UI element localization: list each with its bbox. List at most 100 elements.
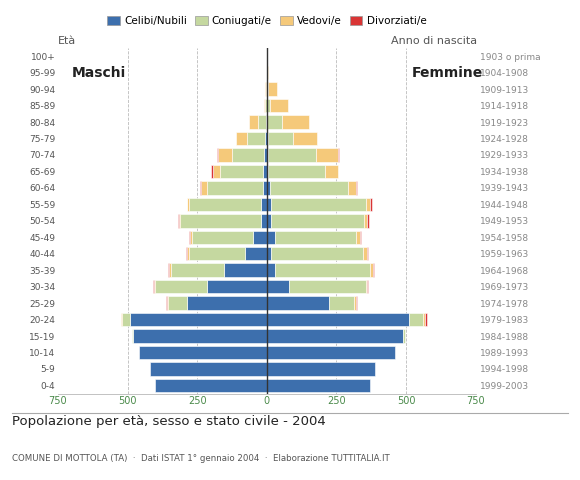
Bar xyxy=(325,165,338,178)
Bar xyxy=(253,230,267,244)
Bar xyxy=(267,362,375,376)
Bar xyxy=(267,66,268,79)
Bar xyxy=(155,280,207,293)
Bar xyxy=(356,181,357,194)
Bar xyxy=(264,99,266,112)
Bar xyxy=(267,99,270,112)
Bar xyxy=(266,115,267,129)
Bar xyxy=(267,132,268,145)
Bar xyxy=(409,313,423,326)
Text: Anno di nascita: Anno di nascita xyxy=(391,36,477,47)
Bar xyxy=(367,247,368,261)
Bar xyxy=(263,165,267,178)
Bar xyxy=(213,165,220,178)
Bar xyxy=(367,214,369,228)
Bar xyxy=(267,264,275,277)
Bar xyxy=(187,198,189,211)
Bar xyxy=(180,214,261,228)
Bar xyxy=(207,181,263,194)
Bar xyxy=(168,296,187,310)
Bar xyxy=(267,379,370,392)
Bar xyxy=(224,264,267,277)
Bar xyxy=(261,214,267,228)
Bar xyxy=(329,296,354,310)
Bar xyxy=(270,181,347,194)
Bar xyxy=(121,313,122,326)
Bar xyxy=(370,198,372,211)
Bar xyxy=(266,132,267,145)
Bar xyxy=(139,346,267,359)
Bar xyxy=(275,264,370,277)
Bar xyxy=(211,165,213,178)
Bar xyxy=(155,379,267,392)
Bar xyxy=(289,280,365,293)
Bar xyxy=(167,296,168,310)
Bar xyxy=(356,230,360,244)
Bar xyxy=(282,115,309,129)
Bar xyxy=(370,264,372,277)
Bar xyxy=(365,280,367,293)
Bar xyxy=(201,181,207,194)
Bar xyxy=(171,264,224,277)
Text: COMUNE DI MOTTOLA (TA)  ·  Dati ISTAT 1° gennaio 2004  ·  Elaborazione TUTTITALI: COMUNE DI MOTTOLA (TA) · Dati ISTAT 1° g… xyxy=(12,454,389,463)
Bar xyxy=(267,165,268,178)
Bar xyxy=(245,247,267,261)
Bar xyxy=(217,148,218,162)
Bar xyxy=(268,165,325,178)
Bar xyxy=(267,329,403,343)
Bar xyxy=(122,313,130,326)
Bar xyxy=(189,198,261,211)
Bar xyxy=(249,115,258,129)
Bar xyxy=(267,280,289,293)
Bar xyxy=(365,198,370,211)
Bar xyxy=(266,83,267,96)
Bar xyxy=(133,329,267,343)
Text: Popolazione per età, sesso e stato civile - 2004: Popolazione per età, sesso e stato civil… xyxy=(12,415,325,428)
Bar xyxy=(190,230,191,244)
Text: Femmine: Femmine xyxy=(412,66,483,80)
Bar xyxy=(338,148,339,162)
Bar xyxy=(364,214,367,228)
Bar xyxy=(266,99,267,112)
Bar xyxy=(232,148,264,162)
Bar xyxy=(132,329,133,343)
Bar xyxy=(189,230,190,244)
Bar xyxy=(267,181,270,194)
Bar xyxy=(191,230,253,244)
Bar xyxy=(218,148,232,162)
Bar xyxy=(168,264,169,277)
Bar xyxy=(403,329,405,343)
Bar xyxy=(354,296,356,310)
Bar xyxy=(153,280,154,293)
Bar xyxy=(150,362,267,376)
Bar xyxy=(271,198,365,211)
Bar xyxy=(426,313,427,326)
Bar xyxy=(267,346,395,359)
Bar xyxy=(264,148,267,162)
Bar xyxy=(267,247,271,261)
Bar xyxy=(271,247,363,261)
Bar xyxy=(423,313,426,326)
Bar xyxy=(169,264,171,277)
Bar xyxy=(267,214,271,228)
Bar xyxy=(268,132,293,145)
Bar xyxy=(187,296,267,310)
Bar xyxy=(267,83,268,96)
Bar xyxy=(179,214,180,228)
Bar xyxy=(267,198,271,211)
Bar xyxy=(356,296,357,310)
Bar xyxy=(186,247,187,261)
Text: Maschi: Maschi xyxy=(72,66,126,80)
Bar xyxy=(316,148,338,162)
Bar xyxy=(166,296,167,310)
Bar xyxy=(130,313,267,326)
Legend: Celibi/Nubili, Coniugati/e, Vedovi/e, Divorziati/e: Celibi/Nubili, Coniugati/e, Vedovi/e, Di… xyxy=(103,12,430,30)
Bar xyxy=(271,214,364,228)
Bar xyxy=(267,115,282,129)
Bar xyxy=(207,280,267,293)
Bar xyxy=(293,132,317,145)
Bar xyxy=(189,247,245,261)
Bar xyxy=(177,214,179,228)
Bar xyxy=(372,264,374,277)
Bar xyxy=(347,181,356,194)
